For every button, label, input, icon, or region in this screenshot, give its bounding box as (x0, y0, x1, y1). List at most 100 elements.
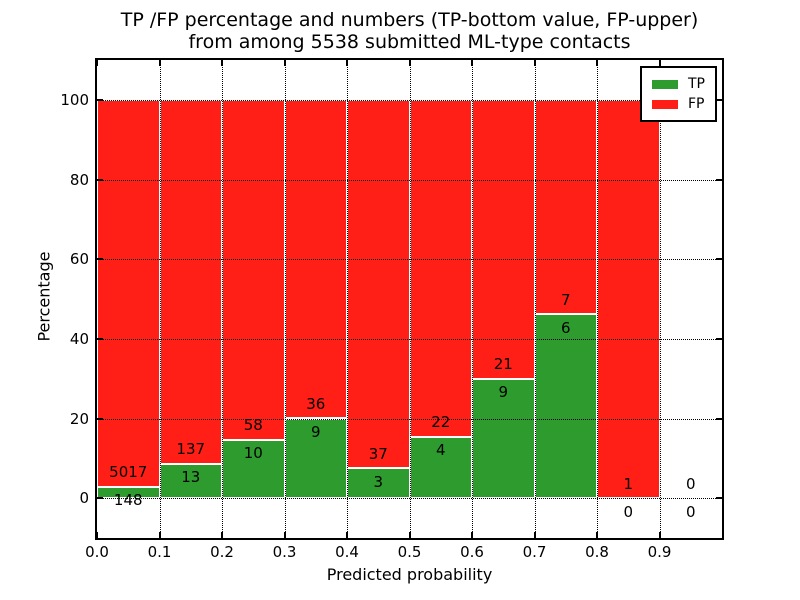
gridline-x-8 (597, 60, 598, 538)
gridline-x-3 (284, 60, 286, 538)
fp-count-label-0: 5017 (109, 463, 148, 482)
y-tick-right (716, 417, 722, 420)
chart-title: TP /FP percentage and numbers (TP-bottom… (97, 9, 722, 53)
x-tick-bottom (346, 532, 348, 538)
legend-label-fp: FP (688, 96, 705, 112)
bar-fp-6 (472, 99, 535, 379)
x-tick-label-0.2: 0.2 (210, 543, 234, 561)
gridline-x-2 (222, 60, 223, 538)
bar-tp-1 (159, 463, 222, 499)
plot-area: TP FP 5017 148 137 13 58 10 36 9 37 3 22 4 21 9 7 6 1 0 0 0 (95, 58, 724, 540)
bar-tp-5 (409, 436, 472, 499)
y-tick-left (97, 98, 103, 101)
tp-color-swatch (652, 79, 678, 89)
x-tick-label-0.8: 0.8 (585, 543, 609, 561)
bar-tp-6 (472, 378, 535, 499)
y-tick-left (97, 497, 103, 500)
y-tick-label-60: 60 (69, 250, 89, 269)
tp-count-label-2: 10 (243, 444, 263, 463)
y-tick-right (716, 497, 722, 500)
y-tick-left (97, 417, 103, 420)
x-tick-label-0.0: 0.0 (85, 543, 109, 561)
y-axis-label: Percentage (34, 251, 54, 342)
tp-count-label-7: 6 (560, 318, 571, 337)
x-tick-bottom (408, 532, 411, 538)
y-tick-right (716, 258, 722, 261)
y-tick-left (97, 178, 103, 181)
fp-count-label-5: 22 (431, 413, 451, 432)
x-tick-top (471, 60, 473, 66)
x-tick-bottom (221, 532, 223, 538)
y-tick-right (716, 337, 722, 340)
x-tick-bottom (471, 532, 473, 538)
bar-fp-0 (97, 99, 160, 487)
x-tick-top (658, 60, 661, 66)
y-tick-left (97, 337, 103, 340)
fp-count-label-8: 1 (623, 474, 634, 493)
tp-count-label-5: 4 (435, 441, 446, 460)
gridline-x-9 (659, 60, 661, 538)
bar-fp-8 (597, 99, 660, 499)
legend-item-fp: FP (652, 94, 705, 114)
x-tick-bottom (158, 532, 161, 538)
bar-tp-0 (97, 486, 160, 499)
bar-fp-7 (534, 99, 597, 315)
fp-count-label-4: 37 (368, 444, 388, 463)
x-tick-top (533, 60, 536, 66)
x-tick-bottom (658, 532, 661, 538)
x-tick-top (408, 60, 411, 66)
tp-count-label-3: 9 (310, 423, 321, 441)
tp-count-label-4: 3 (373, 472, 384, 491)
y-tick-label-80: 80 (69, 170, 89, 189)
fp-count-label-1: 137 (176, 440, 206, 459)
fp-count-label-6: 21 (493, 355, 513, 374)
x-tick-top (346, 60, 348, 66)
tp-count-label-1: 13 (181, 468, 201, 487)
fp-count-label-9: 0 (685, 474, 696, 493)
y-tick-label-100: 100 (60, 90, 89, 109)
x-tick-bottom (596, 532, 598, 538)
y-tick-right (716, 178, 722, 181)
bar-fp-2 (222, 99, 285, 440)
legend: TP FP (640, 66, 717, 122)
bar-tp-7 (534, 314, 597, 499)
x-tick-label-0.7: 0.7 (522, 543, 547, 561)
x-tick-top (283, 60, 286, 66)
y-tick-label-20: 20 (69, 409, 89, 428)
y-tick-right (716, 98, 722, 101)
x-tick-label-0.5: 0.5 (397, 543, 422, 561)
x-tick-label-0.3: 0.3 (272, 543, 297, 561)
tp-count-label-9: 0 (685, 502, 696, 521)
x-tick-top (596, 60, 598, 66)
plot-inner: TP FP 5017 148 137 13 58 10 36 9 37 3 22 4 21 9 7 6 1 0 0 0 (96, 60, 722, 538)
y-tick-label-40: 40 (69, 329, 89, 348)
x-tick-bottom (96, 532, 98, 538)
tp-count-label-0: 148 (113, 491, 143, 510)
x-tick-bottom (283, 532, 286, 538)
legend-item-tp: TP (652, 74, 705, 94)
x-tick-top (221, 60, 223, 66)
chart-title-line1: TP /FP percentage and numbers (TP-bottom… (120, 9, 699, 31)
x-tick-top (96, 60, 98, 66)
gridline-x-7 (534, 60, 536, 538)
bar-fp-5 (409, 99, 472, 437)
gridline-x-4 (347, 60, 348, 538)
legend-label-tp: TP (688, 76, 705, 92)
x-tick-label-0.1: 0.1 (147, 543, 172, 561)
bar-fp-1 (159, 99, 222, 464)
x-tick-label-0.4: 0.4 (335, 543, 359, 561)
gridline-x-1 (159, 60, 161, 538)
gridline-x-5 (409, 60, 411, 538)
x-tick-label-0.6: 0.6 (460, 543, 484, 561)
x-tick-label-0.9: 0.9 (647, 543, 672, 561)
fp-count-label-3: 36 (306, 395, 326, 413)
fp-count-label-2: 58 (243, 416, 263, 435)
fp-color-swatch (652, 99, 678, 109)
x-tick-bottom (533, 532, 536, 538)
y-tick-left (97, 258, 103, 261)
bar-fp-4 (347, 99, 410, 469)
chart-title-line2: from among 5538 submitted ML-type contac… (188, 31, 631, 53)
tp-count-label-6: 9 (498, 383, 509, 402)
x-axis-label: Predicted probability (326, 565, 493, 584)
